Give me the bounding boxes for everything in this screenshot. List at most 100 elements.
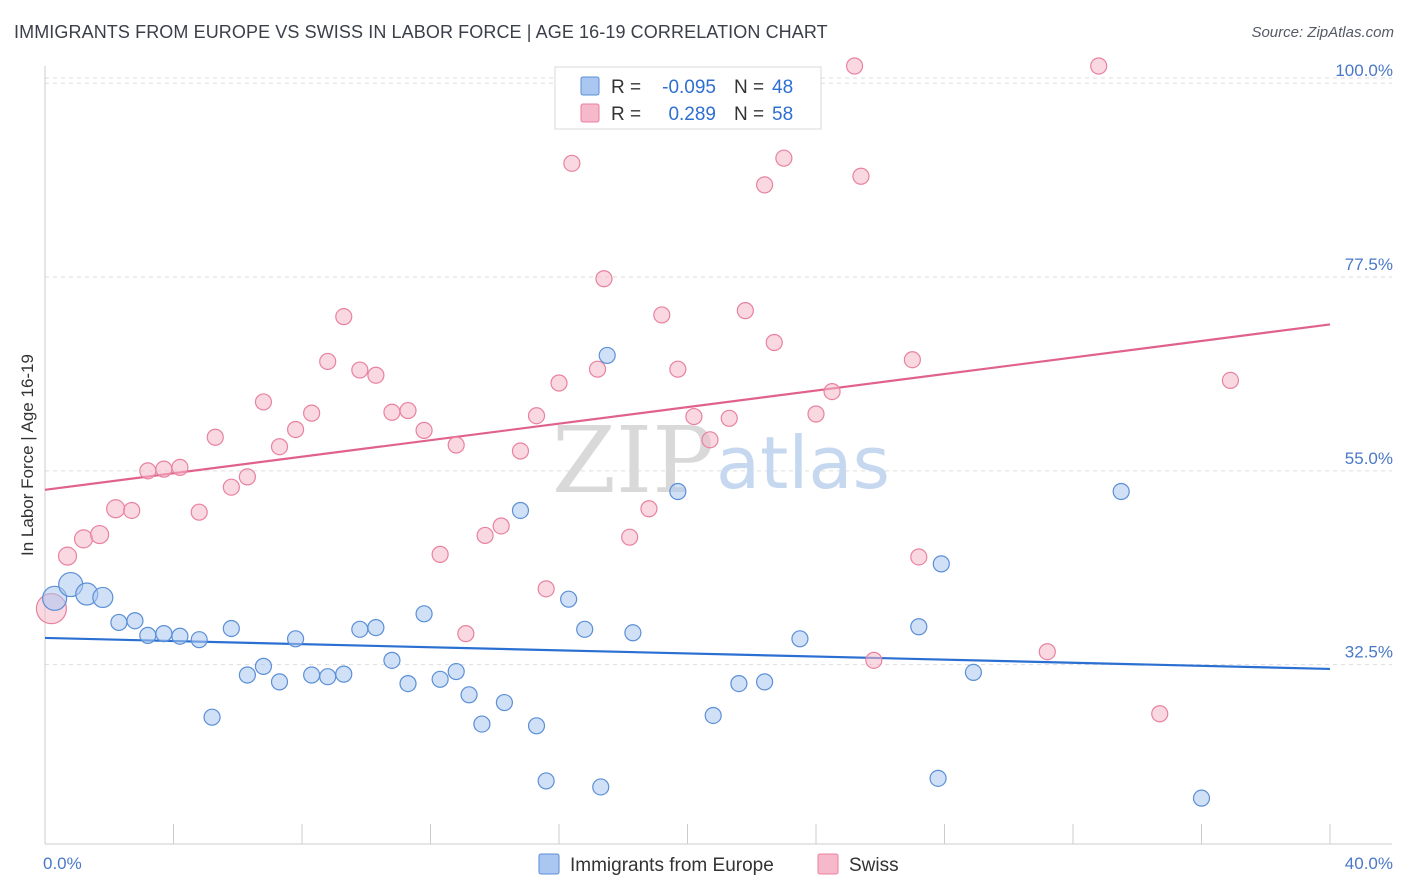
data-points	[35, 57, 1240, 807]
blue-point-38	[704, 706, 722, 725]
legend-n-value-pink: 58	[772, 104, 793, 125]
trend-line-blue	[44, 636, 1331, 671]
blue-point-14	[270, 673, 289, 691]
legend-r-label-pink: R =	[611, 104, 641, 125]
pink-point-8	[171, 458, 189, 476]
y-tick-labels: 32.5% 55.0% 77.5% 100.0%	[1335, 61, 1393, 661]
blue-point-6	[139, 626, 157, 644]
watermark-zip: ZIP	[552, 407, 714, 514]
pink-point-7	[155, 460, 173, 478]
pink-point-57	[1221, 371, 1240, 389]
pink-point-9	[190, 503, 208, 521]
chart-title: IMMIGRANTS FROM EUROPE VS SWISS IN LABOR…	[14, 22, 828, 42]
blue-point-43	[929, 769, 947, 787]
series-legend-label-blue: Immigrants from Europe	[570, 855, 774, 876]
pink-point-15	[286, 420, 305, 439]
pink-point-56	[1151, 705, 1169, 723]
pink-point-55	[1090, 57, 1108, 75]
axes	[44, 66, 1392, 845]
pink-point-37	[640, 500, 658, 518]
blue-point-25	[447, 662, 465, 681]
series-legend-label-pink: Swiss	[849, 855, 899, 876]
blue-point-22	[399, 674, 417, 693]
watermark-atlas: atlas	[716, 421, 890, 505]
pink-point-35	[595, 270, 613, 288]
blue-point-47	[1192, 789, 1211, 807]
pink-point-36	[621, 528, 639, 546]
y-tick-label-3: 100.0%	[1335, 61, 1393, 80]
blue-point-46	[1112, 482, 1130, 501]
blue-point-41	[791, 630, 809, 648]
pink-point-10	[206, 428, 224, 446]
pink-point-5	[123, 501, 141, 520]
legend-n-value-blue: 48	[772, 77, 793, 98]
pink-point-2	[73, 529, 94, 549]
pink-point-19	[351, 361, 369, 379]
pink-point-49	[845, 57, 864, 75]
blue-point-20	[367, 619, 385, 637]
pink-point-4	[106, 499, 126, 519]
pink-point-17	[319, 352, 337, 371]
series-legend: Immigrants from Europe Swiss	[538, 853, 899, 876]
pink-point-40	[685, 407, 703, 426]
y-tick-label-2: 77.5%	[1345, 255, 1393, 274]
pink-point-20	[367, 366, 385, 384]
blue-point-12	[238, 666, 256, 684]
pink-point-27	[476, 526, 494, 545]
pink-point-43	[736, 302, 754, 320]
y-axis-label: In Labor Force | Age 16-19	[18, 354, 37, 556]
legend-n-label-blue: N =	[734, 77, 764, 98]
blue-point-26	[460, 686, 478, 704]
blue-point-35	[598, 346, 616, 365]
blue-point-17	[319, 668, 337, 686]
blue-point-10	[203, 708, 221, 726]
stats-legend: R = -0.095 N = 48 R = 0.289 N = 58	[554, 66, 822, 130]
pink-point-28	[492, 517, 510, 535]
blue-point-32	[560, 590, 578, 608]
pink-point-3	[90, 524, 110, 545]
blue-point-11	[222, 619, 240, 638]
pink-point-54	[1038, 643, 1056, 661]
pink-point-14	[270, 438, 289, 456]
pink-point-6	[139, 462, 157, 480]
pink-point-42	[720, 409, 738, 427]
pink-point-44	[765, 333, 783, 352]
trend-lines	[44, 323, 1331, 671]
blue-point-0	[42, 585, 68, 611]
pink-point-52	[903, 351, 921, 369]
blue-point-19	[351, 620, 369, 638]
pink-point-47	[807, 405, 825, 423]
y-tick-label-1: 55.0%	[1345, 449, 1393, 468]
y-tick-label-0: 32.5%	[1345, 643, 1393, 662]
pink-point-1	[57, 546, 78, 566]
pink-point-51	[865, 651, 883, 669]
blue-point-24	[431, 670, 449, 688]
pink-point-41	[701, 431, 719, 449]
blue-point-18	[335, 665, 353, 683]
legend-r-value-blue: -0.095	[662, 77, 716, 98]
pink-point-22	[399, 401, 417, 420]
source-credit: Source: ZipAtlas.com	[1251, 24, 1394, 41]
x-tick-labels: 0.0% 40.0%	[43, 854, 1393, 873]
pink-point-33	[563, 154, 581, 172]
blue-point-15	[286, 630, 305, 648]
blue-point-31	[537, 772, 555, 790]
series-legend-swatch-blue	[538, 853, 560, 875]
blue-point-36	[624, 624, 642, 642]
blue-point-4	[110, 613, 128, 632]
x-tick-label-1: 40.0%	[1345, 854, 1393, 873]
pink-point-30	[527, 407, 546, 425]
pink-point-31	[537, 580, 555, 598]
pink-point-32	[550, 374, 568, 392]
blue-point-44	[932, 555, 950, 573]
pink-point-12	[238, 468, 256, 486]
blue-point-40	[755, 673, 774, 691]
blue-point-39	[730, 674, 748, 693]
blue-point-23	[415, 605, 433, 623]
pink-point-46	[775, 149, 793, 167]
grid-lines	[45, 77, 1392, 666]
blue-point-5	[126, 612, 144, 630]
blue-point-42	[910, 618, 928, 636]
pink-point-24	[431, 545, 449, 563]
